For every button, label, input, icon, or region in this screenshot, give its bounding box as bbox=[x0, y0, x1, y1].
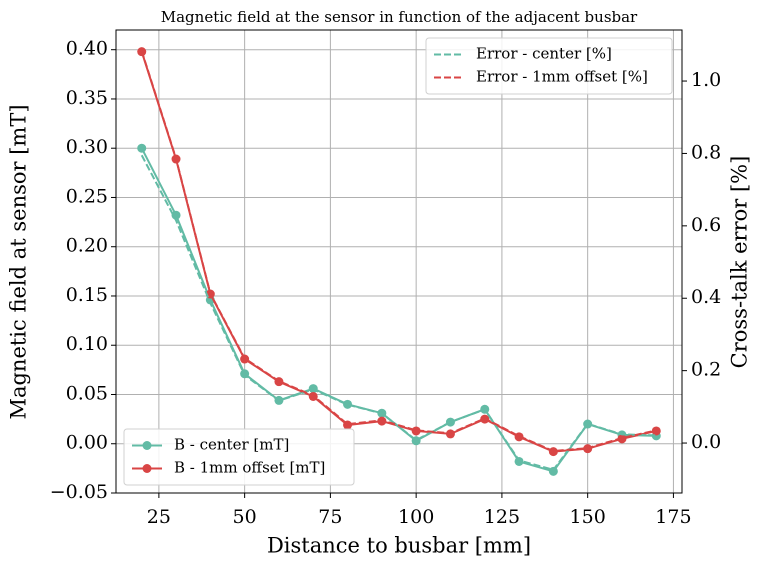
y2-tick-label: 1.0 bbox=[691, 69, 721, 91]
y-tick-label: 0.30 bbox=[66, 136, 108, 158]
y2-tick-label: 0.2 bbox=[691, 359, 721, 381]
data-point bbox=[548, 466, 558, 476]
y-tick-label: 0.35 bbox=[66, 87, 108, 109]
x-tick-label: 175 bbox=[655, 506, 691, 528]
legend-marker bbox=[142, 464, 152, 473]
y-tick-label: 0.05 bbox=[66, 382, 108, 404]
x-tick-label: 100 bbox=[398, 506, 434, 528]
legend-box bbox=[123, 428, 355, 486]
y2-tick-label: 0.4 bbox=[691, 286, 721, 308]
x-tick-label: 125 bbox=[484, 506, 520, 528]
data-point bbox=[514, 456, 524, 466]
x-tick-label: 25 bbox=[147, 506, 171, 528]
series-line bbox=[140, 154, 657, 471]
y-tick-label: −0.05 bbox=[50, 481, 108, 503]
legend-label: B - center [mT] bbox=[174, 436, 289, 454]
x-axis-label: Distance to busbar [mm] bbox=[267, 534, 531, 558]
series-line bbox=[140, 50, 657, 453]
x-tick-label: 75 bbox=[318, 506, 342, 528]
plot-frame bbox=[115, 29, 683, 494]
legend-label: Error - 1mm offset [%] bbox=[476, 68, 648, 86]
legend-label: Error - center [%] bbox=[476, 45, 612, 63]
y2-tick-label: 0.6 bbox=[691, 214, 721, 236]
legend-label: B - 1mm offset [mT] bbox=[174, 459, 325, 477]
y2-axis-label: Cross-talk error [%] bbox=[728, 156, 752, 369]
chart-title: Magnetic field at the sensor in function… bbox=[161, 8, 638, 26]
x-tick-label: 150 bbox=[570, 506, 606, 528]
y-tick-label: 0.40 bbox=[66, 38, 108, 60]
data-point bbox=[137, 143, 147, 153]
y-tick-label: 0.15 bbox=[66, 284, 108, 306]
y-tick-label: 0.25 bbox=[66, 185, 108, 207]
y-axis-label: Magnetic field at sensor [mT] bbox=[7, 104, 31, 419]
y-tick-label: 0.10 bbox=[66, 333, 108, 355]
data-point bbox=[343, 399, 353, 409]
data-point bbox=[171, 210, 181, 220]
legend-marker bbox=[142, 441, 152, 450]
x-tick-label: 50 bbox=[233, 506, 257, 528]
legend-box bbox=[425, 37, 673, 95]
y2-tick-label: 0.8 bbox=[691, 141, 721, 163]
y-tick-label: 0.00 bbox=[66, 432, 108, 454]
y-tick-label: 0.20 bbox=[66, 235, 108, 257]
y2-tick-label: 0.0 bbox=[691, 431, 721, 453]
